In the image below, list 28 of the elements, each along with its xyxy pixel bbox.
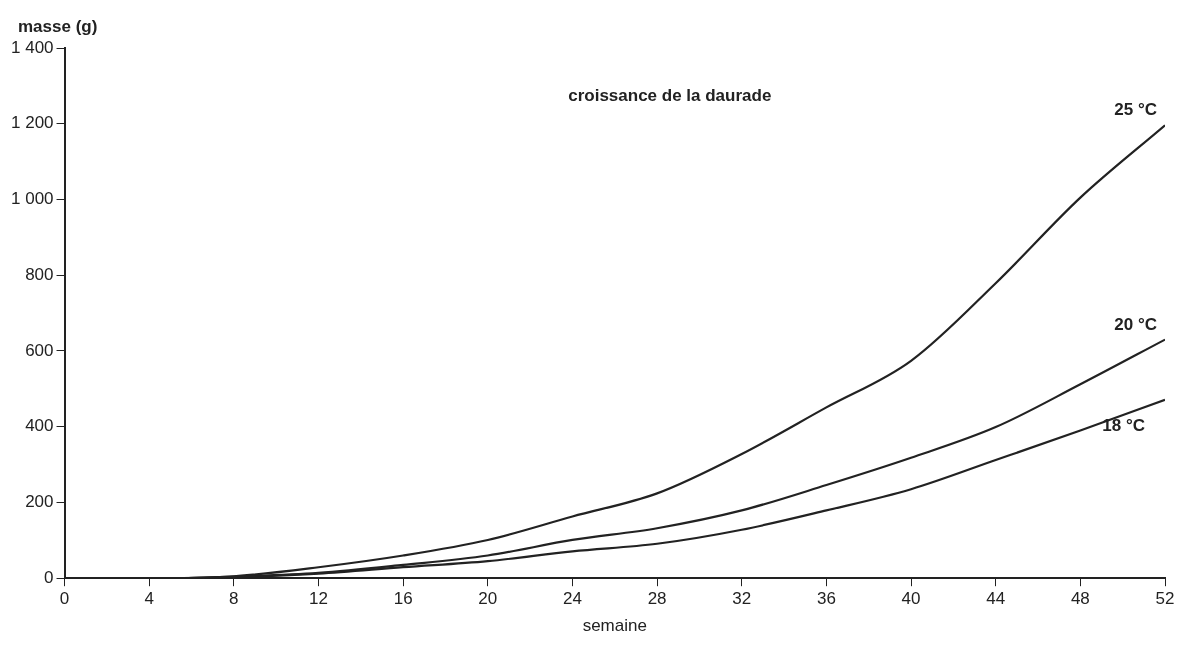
x-tick-label: 8	[229, 589, 239, 609]
x-tick-label: 52	[1155, 589, 1175, 609]
x-tick-label: 28	[647, 589, 667, 609]
y-tick-label: 1 000	[10, 189, 54, 209]
y-tick-label: 800	[25, 264, 54, 284]
x-tick-label: 48	[1070, 589, 1090, 609]
series-label: 18 °C	[1102, 416, 1145, 436]
y-tick-label: 400	[25, 416, 54, 436]
y-tick-label: 1 400	[10, 37, 54, 57]
x-axis-title: semaine	[582, 616, 647, 636]
series-label: 25 °C	[1114, 100, 1157, 120]
x-tick-label: 32	[732, 589, 752, 609]
x-tick-label: 24	[562, 589, 582, 609]
y-tick-label: 600	[25, 340, 54, 360]
x-tick-label: 4	[144, 589, 154, 609]
x-tick-label: 44	[986, 589, 1006, 609]
y-axis-title: masse (g)	[18, 17, 98, 37]
text: croissance de la daurade	[568, 85, 772, 105]
x-tick-label: 16	[393, 589, 413, 609]
y-tick-label: 1 200	[10, 113, 54, 133]
x-tick-label: 20	[478, 589, 498, 609]
y-tick-label: 200	[25, 492, 54, 512]
x-tick-label: 12	[309, 589, 328, 609]
x-tick-label: 0	[59, 589, 70, 609]
y-tick-label: 0	[44, 567, 54, 587]
series-label: 20 °C	[1114, 314, 1157, 334]
x-tick-label: 36	[816, 589, 836, 609]
x-tick-label: 40	[901, 589, 921, 609]
